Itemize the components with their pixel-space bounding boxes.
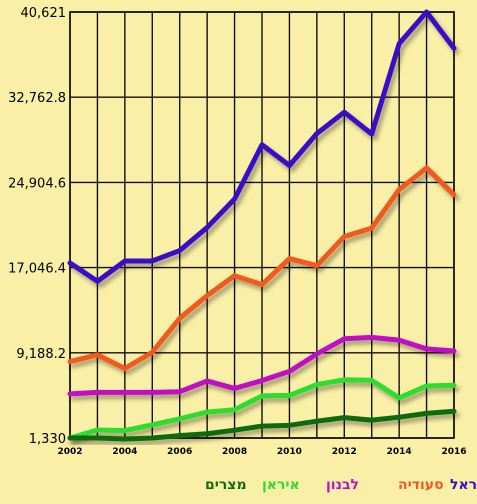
series-lines [67,9,457,442]
y-tick-label: 32,762.8 [8,91,66,106]
x-tick-label: 2016 [441,447,466,457]
y-tick-label: 1,330 [29,432,66,447]
series-line [67,408,457,442]
x-tick-label: 2004 [112,447,137,457]
y-axis-ticks: 40,621 32,762.8 24,904.6 17,046.4 9,188.2 1,3… [8,6,66,447]
y-tick-label: 24,904.6 [8,176,66,191]
x-tick-label: 2006 [167,447,192,457]
series-line [67,9,457,284]
legend-entry: ישראל [450,477,477,493]
grid [69,11,455,439]
plot-frame [69,11,455,439]
x-tick-label: 2014 [387,447,412,457]
series-line [67,377,457,441]
legend-entry: לבנון [326,477,359,493]
x-tick-label: 2012 [332,447,357,457]
legend: ישראל סעודיה לבנון איראן מצרים [205,477,477,493]
y-tick-label: 9,188.2 [16,347,66,362]
x-axis-ticks: 2002 2004 2006 2008 2010 2012 2014 2016 [57,447,466,457]
legend-entry: מצרים [205,477,247,493]
x-tick-label: 2002 [57,447,82,457]
series-line [67,165,457,372]
y-tick-label: 40,621 [21,6,67,21]
x-tick-label: 2008 [222,447,247,457]
y-tick-label: 17,046.4 [8,262,66,277]
legend-entry: סעודיה [398,477,444,493]
series-line [67,334,457,397]
legend-entry: איראן [262,477,300,493]
x-tick-label: 2010 [277,447,302,457]
